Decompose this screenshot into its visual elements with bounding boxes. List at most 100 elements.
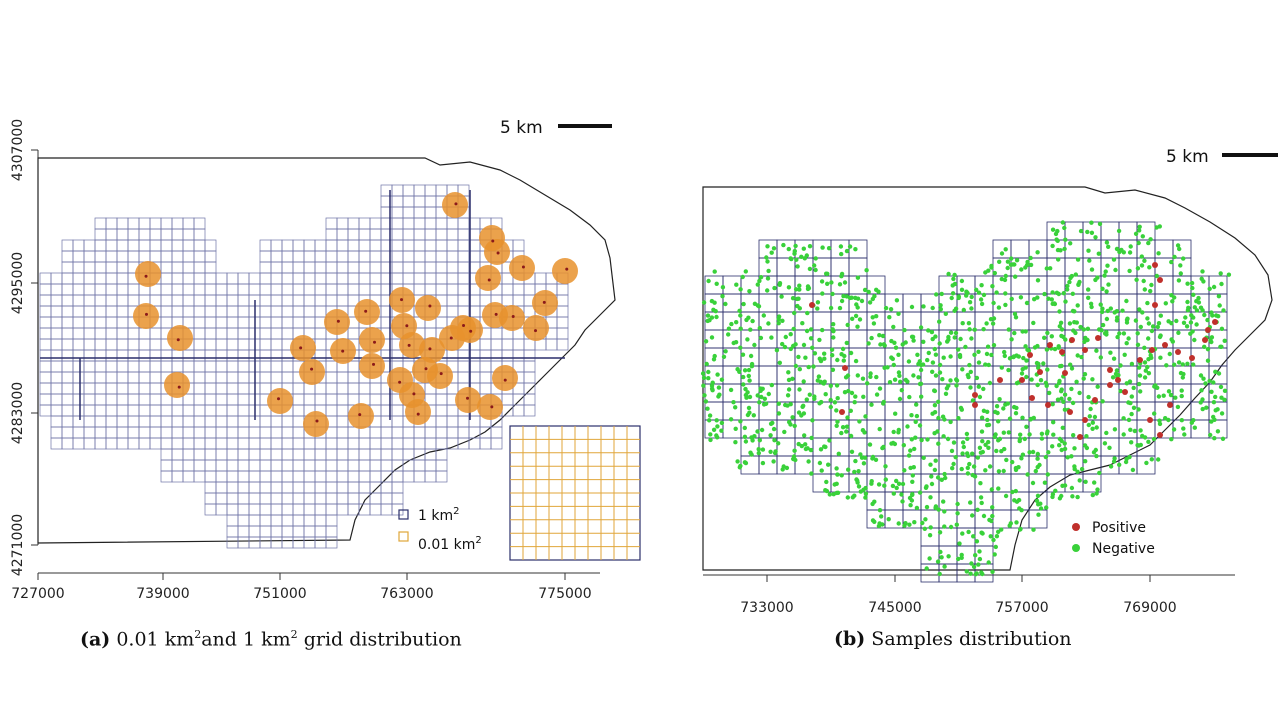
negative-sample [839,271,845,277]
negative-sample [969,336,974,341]
panel-a-grid-cell [116,393,129,406]
negative-sample [1089,230,1095,235]
negative-sample [751,413,756,418]
panel-a-grid-cell [182,283,195,296]
panel-a-grid-cell [149,437,162,450]
panel-a-grid-cell [182,437,195,450]
negative-sample [1139,254,1145,259]
negative-sample [862,287,868,293]
negative-sample [930,305,935,311]
negative-sample [1071,433,1076,438]
panel-a-grid-cell [116,426,129,439]
panel-a-grid-cell [424,206,437,219]
panel-a-grid-cell [171,470,184,483]
negative-sample [1088,301,1094,306]
panel-a-grid-cell [138,217,151,230]
negative-sample [990,505,995,510]
negative-sample [747,378,752,383]
negative-sample [1014,381,1020,386]
panel-a-grid-cell [325,239,338,252]
panel-a-grid-cell [270,470,283,483]
negative-sample [1042,291,1047,297]
panel-a-grid-cell [160,283,173,296]
negative-sample [996,419,1001,424]
panel-a-grid-cell [303,250,316,263]
negative-sample [1124,381,1130,386]
panel-a-grid-cell [237,327,250,340]
negative-sample [1062,446,1068,452]
negative-sample [1124,320,1130,325]
negative-sample [1163,416,1168,421]
panel-a-grid-cell [446,239,459,252]
negative-sample [706,278,711,284]
negative-sample [776,321,781,326]
panel-a-grid-cell [127,371,140,384]
negative-sample [1045,330,1050,336]
panel-a-grid-cell [94,217,107,230]
panel-a-grid-cell [204,250,217,263]
panel-a-point [490,405,494,409]
panel-a-grid-cell [479,338,492,351]
panel-a-grid-cell [424,195,437,208]
negative-sample [1127,268,1132,274]
negative-sample [701,300,707,305]
panel-a-grid-cell [512,338,525,351]
negative-sample [1129,361,1135,367]
panel-a-grid-cell [512,393,525,406]
negative-sample [1176,278,1182,283]
negative-sample [853,313,859,319]
negative-sample [939,291,944,297]
negative-sample [948,419,953,425]
negative-sample [968,385,973,390]
negative-sample [1106,282,1111,287]
negative-sample [877,426,882,432]
negative-sample [901,443,906,448]
panel-a-grid-cell [171,294,184,307]
panel-a-grid-cell [391,195,404,208]
negative-sample [1077,478,1082,483]
negative-sample [746,315,751,320]
panel-a-grid-cell [127,228,140,241]
negative-sample [990,569,995,574]
negative-sample [959,552,964,558]
panel-a-point [469,329,473,333]
negative-sample [729,321,734,327]
negative-sample [712,300,717,305]
panel-a-grid-cell [391,470,404,483]
positive-sample [1147,417,1153,423]
negative-sample [839,430,844,436]
panel-a-grid-cell [105,360,118,373]
negative-sample [1125,316,1130,321]
panel-a-grid-cell [490,437,503,450]
panel-a-grid-cell [303,492,316,505]
negative-sample [951,461,956,467]
panel-a-grid-cell [215,371,228,384]
negative-sample [987,380,993,386]
negative-sample [743,386,748,392]
positive-sample [1107,382,1113,388]
negative-sample [1139,263,1145,268]
negative-sample [810,345,815,350]
panel-a-point [487,278,491,282]
panel-a-grid-cell [391,426,404,439]
panel-a-grid-cell [369,459,382,472]
negative-sample [991,300,996,306]
negative-sample [848,350,854,356]
negative-sample [803,442,808,447]
panel-a-grid-cell [39,404,52,417]
panel-a-grid-cell [94,250,107,263]
panel-a-grid-cell [270,448,283,461]
negative-sample [900,481,906,487]
panel-a-grid-cell [303,239,316,252]
panel-a-grid-cell [259,525,272,538]
panel-a-grid-cell [435,415,448,428]
panel-a-grid-cell [138,437,151,450]
negative-sample [989,487,994,492]
panel-a-grid-cell [270,437,283,450]
panel-a-buffer [354,299,380,325]
negative-sample [1173,395,1178,400]
negative-sample [1036,512,1041,517]
negative-sample [1060,220,1066,225]
negative-sample [887,315,892,320]
negative-sample [983,442,988,447]
